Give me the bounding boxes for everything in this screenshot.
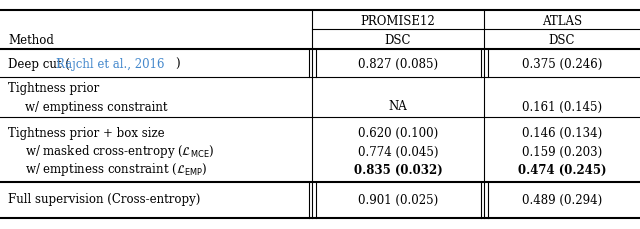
- Text: 0.620 (0.100): 0.620 (0.100): [358, 126, 438, 139]
- Text: PROMISE12: PROMISE12: [360, 14, 435, 27]
- Text: Method: Method: [8, 33, 54, 46]
- Text: DSC: DSC: [385, 33, 412, 46]
- Text: Rajchl et al., 2016: Rajchl et al., 2016: [56, 57, 164, 70]
- Text: w/ emptiness constraint ($\mathcal{L}_{\mathrm{EMP}}$): w/ emptiness constraint ($\mathcal{L}_{\…: [25, 161, 208, 178]
- Text: 0.835 (0.032): 0.835 (0.032): [354, 163, 442, 176]
- Text: 0.161 (0.145): 0.161 (0.145): [522, 100, 602, 113]
- Text: Full supervision (Cross-entropy): Full supervision (Cross-entropy): [8, 193, 200, 206]
- Text: DSC: DSC: [548, 33, 575, 46]
- Text: NA: NA: [388, 100, 408, 113]
- Text: Tightness prior + box size: Tightness prior + box size: [8, 126, 164, 139]
- Text: 0.774 (0.045): 0.774 (0.045): [358, 145, 438, 158]
- Text: 0.901 (0.025): 0.901 (0.025): [358, 193, 438, 206]
- Text: Deep cut (: Deep cut (: [8, 57, 70, 70]
- Text: 0.146 (0.134): 0.146 (0.134): [522, 126, 602, 139]
- Text: 0.474 (0.245): 0.474 (0.245): [518, 163, 606, 176]
- Text: w/ masked cross-entropy ($\mathcal{L}_{\mathrm{MCE}}$): w/ masked cross-entropy ($\mathcal{L}_{\…: [25, 143, 214, 160]
- Text: 0.159 (0.203): 0.159 (0.203): [522, 145, 602, 158]
- Text: 0.375 (0.246): 0.375 (0.246): [522, 57, 602, 70]
- Text: w/ emptiness constraint: w/ emptiness constraint: [25, 100, 168, 113]
- Text: 0.827 (0.085): 0.827 (0.085): [358, 57, 438, 70]
- Text: ATLAS: ATLAS: [542, 14, 582, 27]
- Text: ): ): [175, 57, 180, 70]
- Text: Tightness prior: Tightness prior: [8, 81, 99, 94]
- Text: 0.489 (0.294): 0.489 (0.294): [522, 193, 602, 206]
